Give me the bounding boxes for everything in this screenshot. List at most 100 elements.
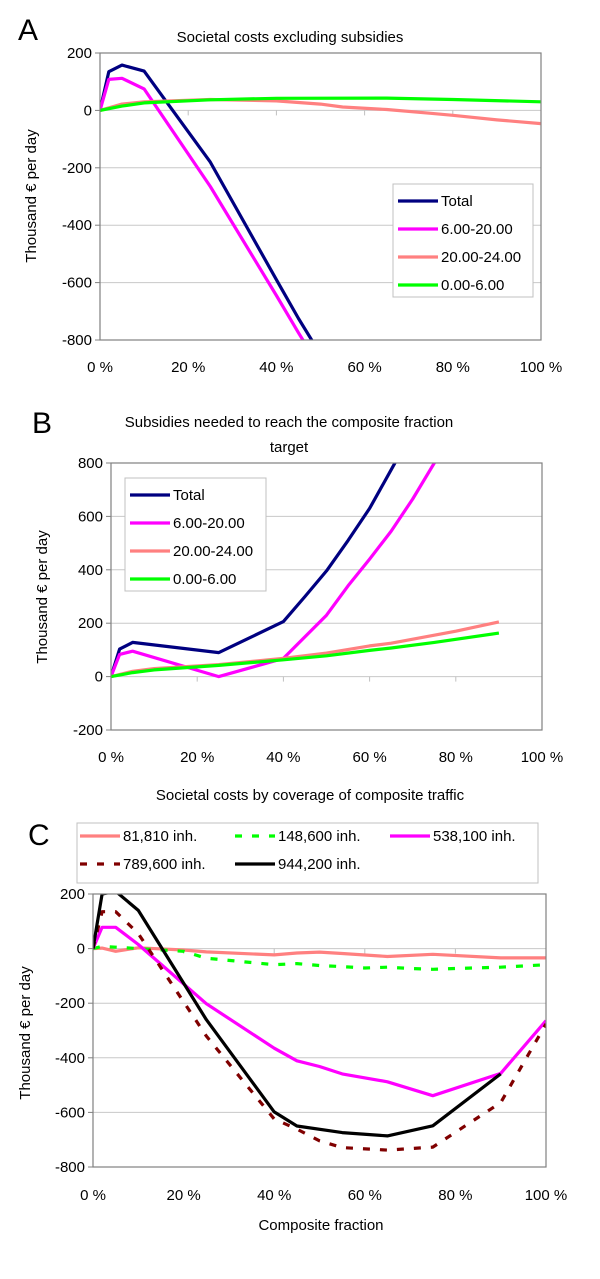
y-tick-label: 0 bbox=[84, 102, 92, 119]
y-tick-label: -800 bbox=[62, 332, 92, 349]
x-tick-label: 20 % bbox=[171, 359, 205, 376]
panel-a-plot-frame bbox=[99, 52, 542, 341]
x-tick-label: 40 % bbox=[266, 749, 300, 766]
legend-item: 148,600 inh. bbox=[235, 828, 361, 845]
x-tick-label: 0 % bbox=[80, 1187, 106, 1204]
legend-item: Total bbox=[130, 487, 205, 504]
legend-label: Total bbox=[441, 193, 473, 210]
panel-c-y-axis-label: Thousand € per day bbox=[17, 966, 34, 1100]
panel-c-y-ticks: 200 0 -200 -400 -600 -800 bbox=[55, 886, 93, 1176]
legend-label: 0.00-6.00 bbox=[441, 277, 504, 294]
legend-item: 20.00-24.00 bbox=[398, 249, 521, 266]
panel-c: Societal costs by coverage of composite … bbox=[17, 787, 567, 1234]
y-tick-label: 200 bbox=[78, 615, 103, 632]
panel-a: A Societal costs excluding subsidies Tho… bbox=[18, 14, 562, 376]
panel-letter-a: A bbox=[18, 14, 38, 47]
legend-item: 0.00-6.00 bbox=[398, 277, 504, 294]
panel-a-y-axis-label: Thousand € per day bbox=[23, 129, 40, 263]
legend-label: 538,100 inh. bbox=[433, 828, 516, 845]
panel-a-y-ticks: 200 0 -200 -400 -600 -800 bbox=[62, 45, 100, 349]
legend-label: 6.00-20.00 bbox=[441, 221, 513, 238]
panel-a-x-ticks: 0 % 20 % 40 % 60 % 80 % 100 % bbox=[87, 110, 562, 376]
x-tick-label: 60 % bbox=[348, 1187, 382, 1204]
legend-label: 789,600 inh. bbox=[123, 856, 206, 873]
y-tick-label: -400 bbox=[62, 217, 92, 234]
x-tick-label: 60 % bbox=[347, 359, 381, 376]
legend-item: 20.00-24.00 bbox=[130, 543, 253, 560]
x-tick-label: 40 % bbox=[259, 359, 293, 376]
legend-label: 0.00-6.00 bbox=[173, 571, 236, 588]
panel-c-series bbox=[93, 894, 546, 1152]
y-tick-label: -200 bbox=[55, 995, 85, 1012]
panel-b-y-ticks: 800 600 400 200 0 -200 bbox=[73, 455, 111, 739]
y-tick-label: -600 bbox=[55, 1104, 85, 1121]
panel-b-series bbox=[111, 463, 500, 679]
series-line-81-810-inh- bbox=[93, 946, 546, 960]
panel-c-title: Societal costs by coverage of composite … bbox=[156, 787, 465, 804]
panel-letter-c: C bbox=[28, 819, 50, 852]
legend-label: 944,200 inh. bbox=[278, 856, 361, 873]
panel-b-title-line-2: target bbox=[270, 439, 309, 456]
panel-a-series bbox=[100, 63, 541, 340]
legend-box bbox=[124, 477, 267, 592]
legend-item: 6.00-20.00 bbox=[130, 515, 245, 532]
panel-c-plot-frame bbox=[92, 893, 547, 1168]
x-tick-label: 100 % bbox=[520, 359, 563, 376]
legend-label: Total bbox=[173, 487, 205, 504]
y-tick-label: 0 bbox=[95, 669, 103, 686]
y-tick-label: -600 bbox=[62, 275, 92, 292]
series-line-0-00-6-00 bbox=[111, 631, 500, 679]
x-tick-label: 100 % bbox=[521, 749, 564, 766]
series-line-total bbox=[111, 463, 397, 678]
panel-b: B Subsidies needed to reach the composit… bbox=[32, 407, 563, 766]
y-tick-label: -200 bbox=[62, 160, 92, 177]
legend-item: 0.00-6.00 bbox=[130, 571, 236, 588]
legend-item: Total bbox=[398, 193, 473, 210]
panel-a-title: Societal costs excluding subsidies bbox=[177, 29, 404, 46]
x-tick-label: 60 % bbox=[352, 749, 386, 766]
legend-item: 789,600 inh. bbox=[80, 856, 206, 873]
y-tick-label: -800 bbox=[55, 1159, 85, 1176]
series-line-789-600-inh- bbox=[93, 910, 546, 1152]
legend-item: 6.00-20.00 bbox=[398, 221, 513, 238]
y-tick-label: 0 bbox=[77, 941, 85, 958]
panel-c-x-axis-label: Composite fraction bbox=[258, 1217, 383, 1234]
panel-b-x-ticks: 0 % 20 % 40 % 60 % 80 % 100 % bbox=[98, 676, 564, 766]
panel-c-gridlines bbox=[93, 948, 546, 1113]
y-tick-label: 400 bbox=[78, 562, 103, 579]
panel-b-y-axis-label: Thousand € per day bbox=[34, 530, 51, 664]
y-tick-label: -400 bbox=[55, 1050, 85, 1067]
y-tick-label: 600 bbox=[78, 508, 103, 525]
panel-c-x-ticks: 0 % 20 % 40 % 60 % 80 % 100 % bbox=[80, 948, 568, 1204]
legend-item: 538,100 inh. bbox=[390, 828, 516, 845]
legend-item: 944,200 inh. bbox=[235, 856, 361, 873]
x-tick-label: 80 % bbox=[436, 359, 470, 376]
series-line-944-200-inh- bbox=[93, 894, 502, 1138]
legend-label: 20.00-24.00 bbox=[441, 249, 521, 266]
legend-box bbox=[392, 183, 534, 298]
x-tick-label: 40 % bbox=[257, 1187, 291, 1204]
legend-label: 6.00-20.00 bbox=[173, 515, 245, 532]
x-tick-label: 0 % bbox=[98, 749, 124, 766]
legend-label: 20.00-24.00 bbox=[173, 543, 253, 560]
legend-label: 148,600 inh. bbox=[278, 828, 361, 845]
x-tick-label: 20 % bbox=[180, 749, 214, 766]
panel-letter-b: B bbox=[32, 407, 52, 440]
series-line-148-600-inh- bbox=[93, 944, 546, 971]
x-tick-label: 0 % bbox=[87, 359, 113, 376]
legend-item: 81,810 inh. bbox=[80, 828, 197, 845]
y-tick-label: 200 bbox=[67, 45, 92, 62]
panel-b-title-line-1: Subsidies needed to reach the composite … bbox=[125, 414, 454, 431]
panel-c-legend: 81,810 inh. 148,600 inh. 538,100 inh. 789,6… bbox=[76, 822, 539, 884]
y-tick-label: 800 bbox=[78, 455, 103, 472]
x-tick-label: 20 % bbox=[166, 1187, 200, 1204]
series-line-6-00-20-00 bbox=[100, 76, 305, 340]
series-line-538-100-inh- bbox=[93, 925, 546, 1098]
panel-a-legend: Total 6.00-20.00 20.00-24.00 0.00-6.00 bbox=[392, 183, 534, 298]
panel-b-plot-frame bbox=[110, 462, 543, 731]
legend-box bbox=[76, 822, 539, 884]
x-tick-label: 80 % bbox=[439, 749, 473, 766]
y-tick-label: -200 bbox=[73, 722, 103, 739]
x-tick-label: 100 % bbox=[525, 1187, 568, 1204]
